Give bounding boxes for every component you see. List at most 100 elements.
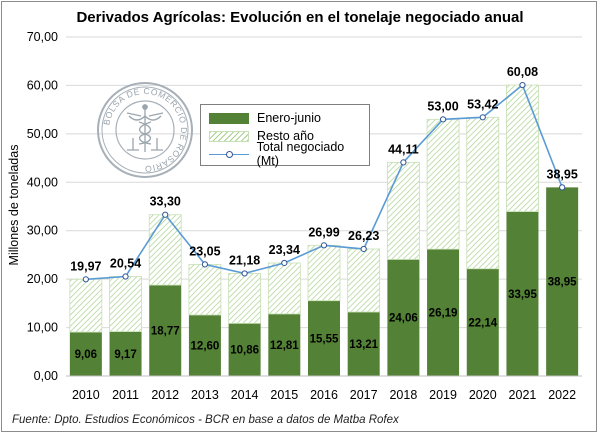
legend-label: Total negociado (Mt): [256, 140, 345, 168]
total-point: [479, 114, 486, 121]
enero-junio-data-label: 38,95: [548, 277, 577, 289]
bar-enero-junio: [506, 211, 539, 376]
bar-enero-junio: [427, 249, 460, 376]
total-point: [519, 81, 526, 89]
enero-junio-data-label: 15,55: [310, 333, 339, 345]
bar-enero-junio: [308, 300, 340, 376]
x-tick-label: 2019: [429, 388, 457, 402]
total-point: [559, 184, 566, 191]
total-data-label: 44,11: [388, 142, 419, 156]
bar-enero-junio: [109, 331, 142, 376]
bar-resto-anio: [386, 161, 420, 260]
y-tick-label: 10,00: [27, 321, 58, 335]
chart-title: Derivados Agrícolas: Evolución en el ton…: [76, 9, 523, 26]
x-tick-label: 2011: [112, 388, 139, 402]
total-data-label: 33,30: [150, 195, 181, 209]
total-point: [122, 273, 129, 280]
x-axis: 2010 2011 2012 2013 2014 2015 2016 2017 2018 2019…: [66, 375, 582, 402]
x-tick-label: 2016: [310, 388, 338, 402]
enero-junio-data-label: 33,95: [508, 289, 537, 301]
total-line-series: [82, 81, 566, 283]
bar-enero-junio: [268, 313, 301, 376]
x-tick-label: 2018: [389, 388, 417, 402]
legend-swatch-hatch: [209, 130, 249, 142]
x-tick-label: 2010: [72, 388, 100, 402]
total-point: [400, 159, 407, 166]
bar-resto-anio: [109, 276, 142, 332]
bar-resto-anio: [347, 248, 381, 313]
total-data-label: 60,08: [507, 65, 538, 79]
bar-resto-anio: [426, 118, 460, 250]
enero-junio-data-label: 26,19: [429, 308, 458, 320]
x-tick-label: 2014: [231, 388, 259, 402]
total-data-label: 53,42: [467, 97, 498, 111]
total-data-label: 20,54: [110, 257, 141, 271]
total-point: [162, 211, 169, 218]
enero-junio-data-label: 13,21: [349, 339, 378, 351]
x-tick-label: 2021: [509, 388, 537, 402]
legend-label: Resto año: [257, 129, 314, 143]
y-tick-label: 0,00: [34, 369, 58, 383]
x-tick-label: 2012: [151, 388, 179, 402]
bar-resto-anio: [267, 262, 301, 315]
y-tick-label: 60,00: [27, 78, 58, 92]
total-data-label: 19,97: [70, 259, 101, 273]
bar-enero-junio: [546, 187, 579, 376]
data-labels: 19,97 20,54 33,30 23,05 21,18 23,34 26,99 26,23…: [70, 65, 578, 361]
y-tick-label: 40,00: [27, 175, 58, 189]
bar-resto-anio: [228, 273, 262, 324]
enero-junio-data-label: 12,60: [191, 340, 220, 352]
enero-junio-data-label: 10,86: [230, 345, 259, 357]
y-tick-label: 20,00: [27, 272, 58, 286]
enero-junio-data-label: 18,77: [151, 326, 180, 338]
bar-enero-junio: [69, 332, 102, 376]
x-tick-label: 2013: [191, 388, 219, 402]
total-point: [82, 276, 89, 283]
enero-junio-data-label: 12,81: [270, 340, 299, 352]
bar-resto-anio: [506, 84, 539, 212]
legend-item-total: Total negociado (Mt): [209, 140, 369, 168]
total-data-label: 26,99: [308, 225, 339, 239]
total-point: [201, 261, 209, 268]
bcr-logo: BOLSA DE COMERCIO DE ROSARIO: [97, 82, 193, 178]
total-data-label: 23,05: [189, 244, 220, 258]
legend-swatch-solid: [209, 112, 249, 124]
enero-junio-data-label: 24,06: [389, 313, 418, 325]
caduceus-icon: [126, 104, 164, 152]
x-tick-label: 2022: [548, 388, 576, 402]
y-axis-ticks: 0,00 10,00 20,00 30,00 40,00 50,00 60,00 70,00: [27, 30, 58, 383]
total-data-label: 21,18: [229, 253, 260, 267]
chart-legend: Enero-junio Resto año Total negociado (M…: [200, 104, 370, 168]
bar-resto-anio: [69, 278, 103, 333]
x-tick-label: 2017: [350, 388, 378, 402]
total-data-label: 23,34: [269, 243, 300, 257]
x-tick-label: 2020: [469, 388, 497, 402]
y-tick-label: 30,00: [27, 224, 58, 238]
bar-resto-anio: [466, 116, 500, 270]
total-data-label: 38,95: [547, 167, 578, 181]
source-note: Fuente: Dpto. Estudios Económicos - BCR …: [12, 414, 399, 426]
bar-enero-junio: [387, 259, 420, 376]
legend-item-resto-anio: Resto año: [209, 128, 314, 144]
bar-resto-anio: [148, 214, 182, 286]
enero-junio-data-label: 22,14: [468, 317, 497, 329]
total-point: [241, 270, 248, 277]
legend-item-enero-junio: Enero-junio: [209, 110, 321, 126]
bar-enero-junio: [149, 285, 182, 376]
bar-enero-junio: [347, 312, 380, 376]
bar-enero-junio: [466, 268, 499, 376]
bar-enero-junio: [188, 314, 221, 376]
bar-resto-anio: [307, 244, 341, 302]
bar-series: [69, 84, 579, 376]
bar-resto-anio: [188, 263, 222, 316]
enero-junio-data-label: 9,17: [114, 349, 136, 361]
total-data-label: 53,00: [427, 99, 458, 113]
enero-junio-data-label: 9,06: [75, 349, 97, 361]
bar-enero-junio: [228, 323, 261, 376]
total-point: [439, 116, 447, 123]
total-data-label: 26,23: [348, 229, 379, 243]
legend-swatch-line: [209, 149, 249, 160]
total-point: [320, 242, 328, 249]
